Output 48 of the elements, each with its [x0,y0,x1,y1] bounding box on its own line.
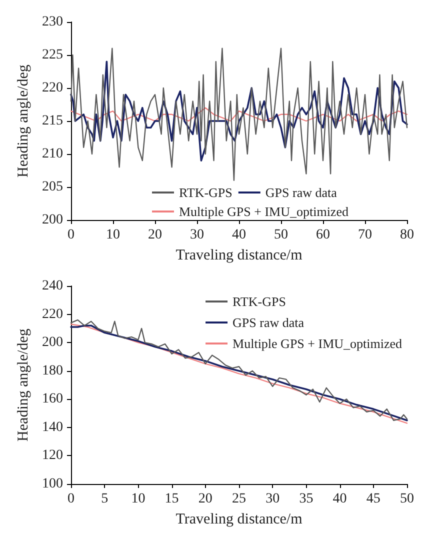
legend-label: RTK-GPS [232,294,286,309]
y-tick-label: 210 [42,146,63,162]
x-tick-label: 10 [106,228,120,242]
x-tick-label: 30 [266,492,280,506]
x-tick-label: 40 [232,228,246,242]
legend-label: Multiple GPS + IMU_optimized [232,336,402,351]
x-tick-label: 20 [148,228,162,242]
line-series [70,48,408,181]
y-tick-label: 215 [42,114,63,128]
line-series [70,60,408,162]
x-tick-label: 45 [366,492,380,506]
y-tick-label: 230 [42,14,63,30]
x-tick-label: 10 [131,492,146,506]
legend-label: RTK-GPS [179,185,232,200]
x-tick-label: 35 [299,492,314,506]
legend-label: GPS raw data [265,185,338,200]
legend-label: GPS raw data [232,315,304,330]
x-tick-label: 0 [68,228,74,242]
x-tick-label: 50 [274,228,288,242]
x-tick-label: 20 [198,492,212,506]
y-tick-label: 225 [42,48,63,62]
y-axis-title: Heading angle/deg [16,328,32,442]
x-axis-title: Traveling distance/m [176,248,303,264]
y-tick-label: 200 [42,335,63,350]
x-tick-label: 25 [232,492,246,506]
x-axis-title: Traveling distance/m [176,512,303,528]
x-tick-label: 80 [400,228,414,242]
x-tick-label: 50 [400,492,414,506]
y-tick-label: 205 [42,180,63,194]
y-tick-label: 180 [42,363,63,378]
x-tick-label: 30 [190,228,204,242]
x-tick-label: 5 [101,492,108,506]
line-series [70,107,408,122]
x-tick-label: 70 [358,228,372,242]
x-tick-label: 0 [68,492,74,506]
y-tick-label: 160 [42,392,63,407]
y-tick-label: 200 [42,212,63,228]
y-tick-label: 100 [42,476,63,492]
y-tick-label: 220 [42,80,63,96]
y-tick-label: 240 [42,278,63,294]
y-axis-title: Heading angle/deg [16,64,32,178]
x-tick-label: 15 [164,492,179,506]
legend-label: Multiple GPS + IMU_optimized [179,204,349,219]
x-tick-label: 60 [316,228,330,242]
y-tick-label: 220 [42,306,63,322]
y-tick-label: 120 [42,448,63,464]
x-tick-label: 40 [332,492,347,506]
y-tick-label: 140 [42,420,63,435]
